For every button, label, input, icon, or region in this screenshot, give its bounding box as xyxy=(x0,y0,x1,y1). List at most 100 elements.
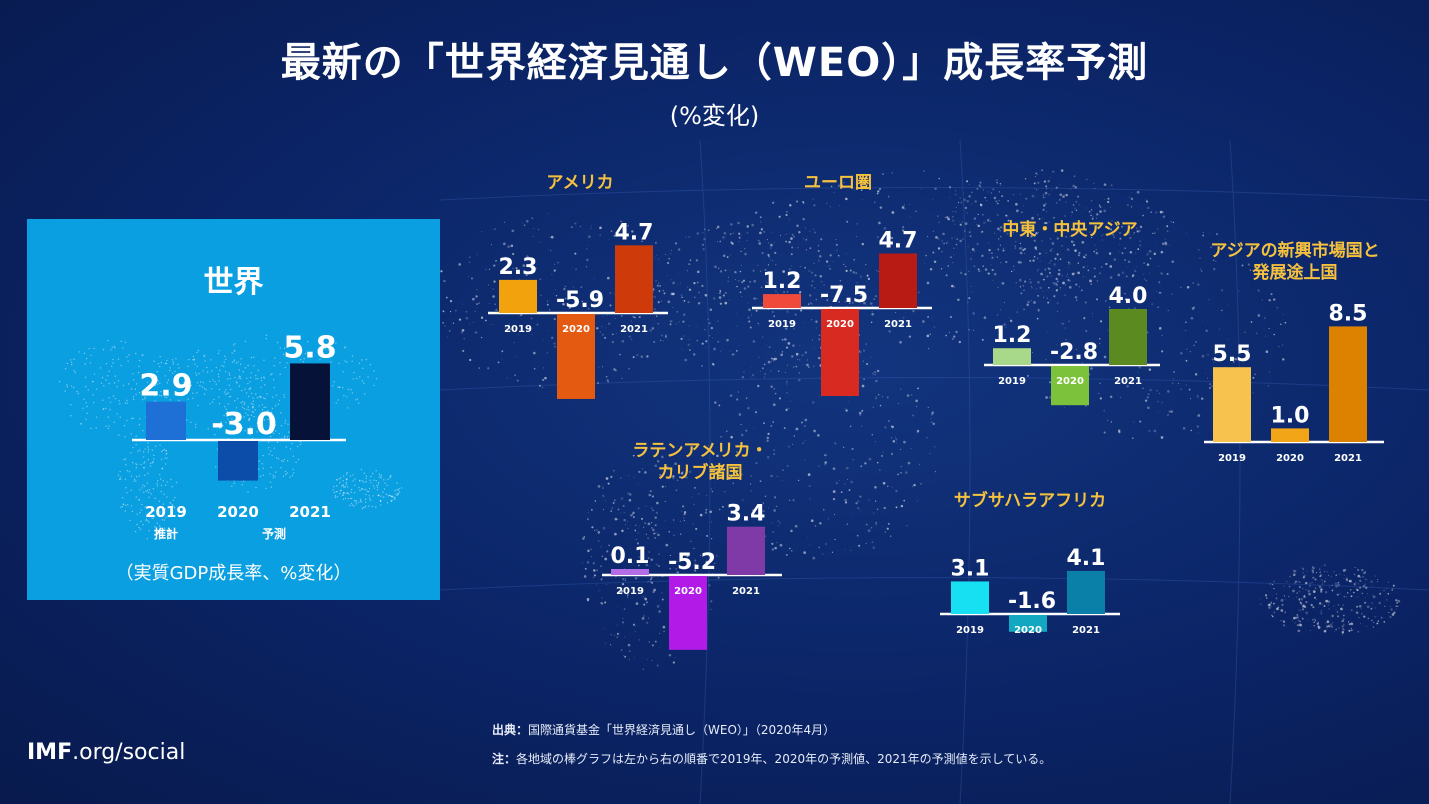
estimate-label: 推計 xyxy=(154,526,178,541)
year-label-2021: 2021 xyxy=(1334,453,1362,464)
year-label-2021: 2021 xyxy=(1072,625,1100,636)
chart-latam-svg: 0.1 2019 -5.2 2020 3.4 2021 xyxy=(602,502,782,650)
bar-2021 xyxy=(727,526,765,575)
year-label-2019: 2019 xyxy=(616,586,644,597)
year-label-2021: 2021 xyxy=(1114,376,1142,387)
bar-2019 xyxy=(951,581,989,614)
chart-euro-svg: 1.2 2019 -7.5 2020 4.7 2021 xyxy=(752,228,932,396)
brand-bold: IMF xyxy=(27,740,73,765)
year-label-2019: 2019 xyxy=(768,319,796,330)
bar-2019 xyxy=(499,279,537,313)
region-title-latam-line2: カリブ諸国 xyxy=(657,463,743,483)
chart-world: 2.9 2019 -3.0 2020 5.8 2021 推計 予測 xyxy=(132,300,346,541)
value-label-2020: -1.6 xyxy=(1008,589,1056,614)
region-title-asia-line1: アジアの新興市場国と xyxy=(1210,241,1380,261)
brand-link[interactable]: IMF.org/social xyxy=(27,740,185,765)
bar-2020 xyxy=(1051,366,1089,406)
region-title-latam-line1: ラテンアメリカ・ xyxy=(632,441,768,461)
year-label-2020: 2020 xyxy=(217,503,259,521)
forecast-label: 予測 xyxy=(262,526,286,541)
bar-2020 xyxy=(1009,615,1047,632)
world-panel: 世界 （実質GDP成長率、%変化） xyxy=(27,219,440,600)
bar-2019 xyxy=(1213,367,1251,442)
value-label-2019: 5.5 xyxy=(1213,342,1252,367)
note-line: 注：各地域の棒グラフは左から右の順番で2019年、2020年の予測値、2021年… xyxy=(492,750,1051,767)
note-text: 各地域の棒グラフは左から右の順番で2019年、2020年の予測値、2021年の予… xyxy=(516,752,1052,766)
year-label-2021: 2021 xyxy=(620,324,648,335)
value-label-2021: 3.4 xyxy=(727,502,766,527)
region-title-asia-line2: 発展途上国 xyxy=(1252,263,1338,283)
value-label-2019: 1.2 xyxy=(993,323,1032,348)
year-label-2020: 2020 xyxy=(562,324,590,335)
year-label-2019: 2019 xyxy=(145,503,187,521)
year-label-2019: 2019 xyxy=(504,324,532,335)
region-title-ssa: サブサハラアフリカ xyxy=(953,491,1107,511)
region-title-mideast: 中東・中央アジア xyxy=(1002,220,1138,240)
year-label-2019: 2019 xyxy=(998,376,1026,387)
page-title: 最新の「世界経済見通し（WEO）」成長率予測 xyxy=(280,40,1149,86)
chart-usa-svg: 2.3 2019 -5.9 2020 4.7 2021 xyxy=(488,220,668,399)
value-label-2019: 2.9 xyxy=(139,369,192,404)
chart-mideast: 1.2 2019 -2.8 2020 4.0 2021 xyxy=(984,270,1160,410)
bar-2019 xyxy=(146,401,186,440)
value-label-2020: -5.9 xyxy=(556,288,604,313)
year-label-2021: 2021 xyxy=(732,586,760,597)
value-label-2021: 5.8 xyxy=(283,330,336,365)
value-label-2020: 1.0 xyxy=(1271,403,1310,428)
value-label-2020: -2.8 xyxy=(1050,340,1098,365)
bar-2020 xyxy=(821,309,859,396)
value-label-2019: 0.1 xyxy=(611,544,650,569)
value-label-2019: 2.3 xyxy=(499,255,538,280)
region-title-latam: ラテンアメリカ・ カリブ諸国 xyxy=(600,440,800,484)
chart-latam: 0.1 2019 -5.2 2020 3.4 2021 xyxy=(602,495,782,655)
bar-2021 xyxy=(615,245,653,313)
chart-mideast-svg: 1.2 2019 -2.8 2020 4.0 2021 xyxy=(984,284,1160,406)
bar-2020 xyxy=(557,314,595,399)
chart-asia: 5.5 2019 1.0 2020 8.5 2021 xyxy=(1204,290,1384,464)
bar-2021 xyxy=(1329,326,1367,442)
bar-2021 xyxy=(879,253,917,308)
bar-2020 xyxy=(1271,428,1309,442)
page-subtitle: (%変化) xyxy=(669,102,760,130)
region-title-usa: アメリカ xyxy=(546,173,614,193)
chart-world-svg: 2.9 2019 -3.0 2020 5.8 2021 推計 予測 xyxy=(132,330,346,541)
bar-2020 xyxy=(218,441,258,481)
year-label-2020: 2020 xyxy=(1056,376,1084,387)
source-line: 出典：国際通貨基金「世界経済見通し（WEO）」（2020年4月） xyxy=(492,721,835,738)
note-label: 注： xyxy=(492,752,517,766)
chart-asia-svg: 5.5 2019 1.0 2020 8.5 2021 xyxy=(1204,301,1384,464)
source-text: 国際通貨基金「世界経済見通し（WEO）」（2020年4月） xyxy=(528,723,836,737)
value-label-2020: -3.0 xyxy=(211,407,277,442)
region-title-euro: ユーロ圏 xyxy=(804,173,872,193)
bar-2021 xyxy=(1067,570,1105,614)
source-label: 出典： xyxy=(492,723,529,737)
world-note: （実質GDP成長率、%変化） xyxy=(115,563,352,584)
value-label-2020: -7.5 xyxy=(820,283,868,308)
year-label-2020: 2020 xyxy=(674,586,702,597)
bar-2019 xyxy=(993,348,1031,365)
year-label-2020: 2020 xyxy=(1276,453,1304,464)
value-label-2019: 3.1 xyxy=(951,556,990,581)
bar-2019 xyxy=(611,569,649,575)
value-label-2021: 8.5 xyxy=(1329,301,1368,326)
region-title-asia: アジアの新興市場国と 発展途上国 xyxy=(1190,240,1400,284)
value-label-2021: 4.0 xyxy=(1109,284,1148,309)
value-label-2020: -5.2 xyxy=(668,550,716,575)
year-label-2020: 2020 xyxy=(826,319,854,330)
chart-usa: 2.3 2019 -5.9 2020 4.7 2021 xyxy=(488,200,668,400)
bar-2019 xyxy=(763,294,801,308)
year-label-2020: 2020 xyxy=(1014,625,1042,636)
year-label-2019: 2019 xyxy=(1218,453,1246,464)
bar-2020 xyxy=(669,576,707,650)
bar-2021 xyxy=(1109,309,1147,365)
value-label-2021: 4.7 xyxy=(615,220,654,245)
year-label-2021: 2021 xyxy=(289,503,331,521)
value-label-2021: 4.7 xyxy=(879,228,918,253)
chart-euro: 1.2 2019 -7.5 2020 4.7 2021 xyxy=(752,210,932,410)
brand-rest: .org/social xyxy=(72,740,186,765)
year-label-2021: 2021 xyxy=(884,319,912,330)
world-title: 世界 xyxy=(203,265,264,300)
chart-ssa: 3.1 2019 -1.6 2020 4.1 2021 xyxy=(940,525,1120,645)
year-label-2019: 2019 xyxy=(956,625,984,636)
